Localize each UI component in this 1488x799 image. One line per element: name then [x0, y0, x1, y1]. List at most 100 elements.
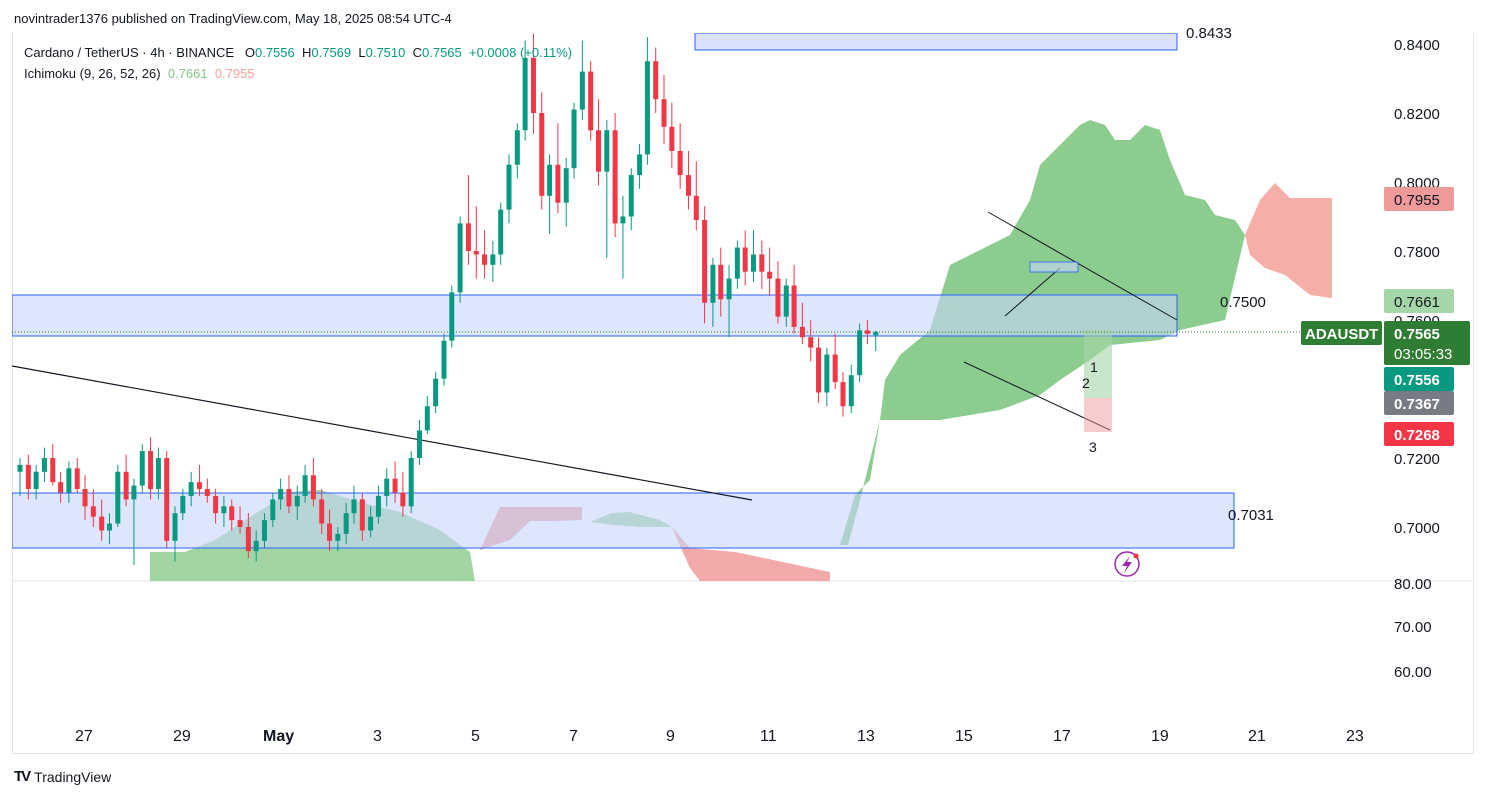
symbol-legend[interactable]: Cardano / TetherUS · 4h · BINANCE O0.755… — [24, 45, 572, 60]
target-box-green — [1084, 330, 1112, 398]
candle-body — [25, 464, 31, 490]
time-tick: 27 — [75, 728, 93, 745]
ichimoku-cloud-red-mid — [672, 527, 830, 581]
candle-body — [702, 219, 708, 303]
indicator-legend[interactable]: Ichimoku (9, 26, 52, 26) 0.7661 0.7955 — [24, 66, 255, 81]
time-tick: 17 — [1053, 728, 1071, 745]
candle-body — [644, 61, 650, 155]
time-axis[interactable]: 27 29 May 3 5 7 9 11 13 15 17 19 21 23 — [75, 728, 1364, 745]
lower-zone[interactable] — [12, 492, 1235, 549]
candle-body — [148, 451, 154, 490]
candle-body — [685, 175, 691, 196]
candle-body — [253, 540, 259, 552]
price-axis[interactable]: 0.8400 0.8200 0.8000 0.7800 0.7600 0.720… — [1394, 37, 1440, 681]
candle-body — [237, 520, 243, 527]
price-label-ichimoku-a: 0.7661 — [1384, 289, 1454, 313]
candle-body — [710, 264, 716, 303]
candle-body — [99, 516, 105, 531]
candle-body — [726, 278, 732, 300]
candle-body — [734, 247, 740, 279]
candle-body — [115, 471, 121, 524]
flag-line-1[interactable] — [1004, 267, 1061, 317]
candle-body — [449, 292, 455, 341]
candle-body — [816, 347, 822, 393]
candle-body — [612, 130, 618, 224]
price-tick: 0.7200 — [1394, 451, 1440, 468]
candle-body — [808, 337, 814, 348]
candle-body — [123, 471, 129, 500]
publisher-line: novintrader1376 published on TradingView… — [14, 11, 452, 26]
time-tick: 15 — [955, 728, 973, 745]
change-value: +0.0008 (+0.11%) — [469, 45, 573, 60]
candle-body — [188, 482, 194, 496]
descending-trendline[interactable] — [12, 365, 753, 501]
upper-zone[interactable] — [694, 33, 1178, 51]
close-label: C — [412, 45, 422, 60]
candle-body — [857, 330, 863, 376]
candle-body — [82, 489, 88, 507]
candle-body — [539, 113, 545, 196]
symbol-title: Cardano / TetherUS · 4h · BINANCE — [24, 45, 235, 60]
candle-body — [343, 513, 349, 534]
candle-body — [563, 168, 569, 203]
candle-body — [840, 382, 846, 407]
candle-body — [824, 354, 830, 393]
candle-series — [17, 33, 879, 565]
candle-body — [864, 330, 870, 334]
candle-body — [579, 71, 585, 110]
candle-body — [441, 340, 447, 379]
price-tick: 0.7000 — [1394, 520, 1440, 537]
wave-label-2: 2 — [1082, 375, 1090, 391]
upper-zone-label: 0.8433 — [1186, 25, 1232, 42]
candle-body — [245, 527, 251, 552]
wedge-upper-line[interactable] — [987, 211, 1178, 321]
candle-body — [262, 520, 267, 541]
candle-body — [530, 57, 536, 113]
time-tick: 9 — [666, 728, 675, 745]
volume-tick: 60.00 — [1394, 664, 1432, 681]
candle-body — [799, 326, 805, 338]
candle-body — [604, 130, 610, 172]
indicator-title: Ichimoku (9, 26, 52, 26) — [24, 66, 161, 81]
candle-body — [106, 523, 112, 531]
candle-body — [547, 164, 553, 196]
open-value: 0.7556 — [254, 45, 295, 60]
candle-body — [751, 254, 756, 272]
close-value: 0.7565 — [422, 45, 462, 60]
candle-body — [465, 223, 471, 251]
candle-body — [221, 506, 227, 514]
candle-body — [33, 471, 39, 490]
tradingview-footer[interactable]: TV TradingView — [14, 768, 111, 785]
volume-tick: 80.00 — [1394, 576, 1432, 593]
time-tick: 13 — [857, 728, 875, 745]
candle-body — [759, 254, 765, 272]
candle-body — [408, 458, 414, 507]
candle-body — [571, 109, 577, 169]
candle-body — [555, 164, 561, 203]
time-tick: May — [263, 728, 294, 745]
candle-body — [482, 254, 488, 265]
open-price-text: 0.7556 — [1394, 372, 1440, 389]
candle-body — [417, 430, 423, 458]
candle-body — [392, 478, 398, 493]
open-label: O — [244, 45, 255, 60]
target-box-red — [1084, 398, 1112, 432]
wave-label-3: 3 — [1089, 439, 1097, 455]
indicator-value-1: 0.7661 — [167, 66, 208, 81]
mid-zone[interactable] — [12, 294, 1178, 337]
candle-body — [229, 506, 235, 521]
candle-body — [628, 175, 634, 217]
candle-body — [319, 499, 325, 524]
flag-box[interactable] — [1029, 261, 1079, 273]
candle-body — [506, 164, 512, 210]
candle-body — [433, 378, 439, 407]
candle-body — [41, 458, 47, 472]
mid-zone-label: 0.7500 — [1220, 294, 1266, 311]
symbol-tag[interactable]: ADAUSDT — [1301, 321, 1382, 345]
candle-body — [17, 464, 23, 472]
flash-icon[interactable] — [1114, 551, 1140, 577]
time-tick: 19 — [1151, 728, 1169, 745]
lower-zone-label: 0.7031 — [1228, 507, 1274, 524]
candle-body — [172, 513, 178, 541]
